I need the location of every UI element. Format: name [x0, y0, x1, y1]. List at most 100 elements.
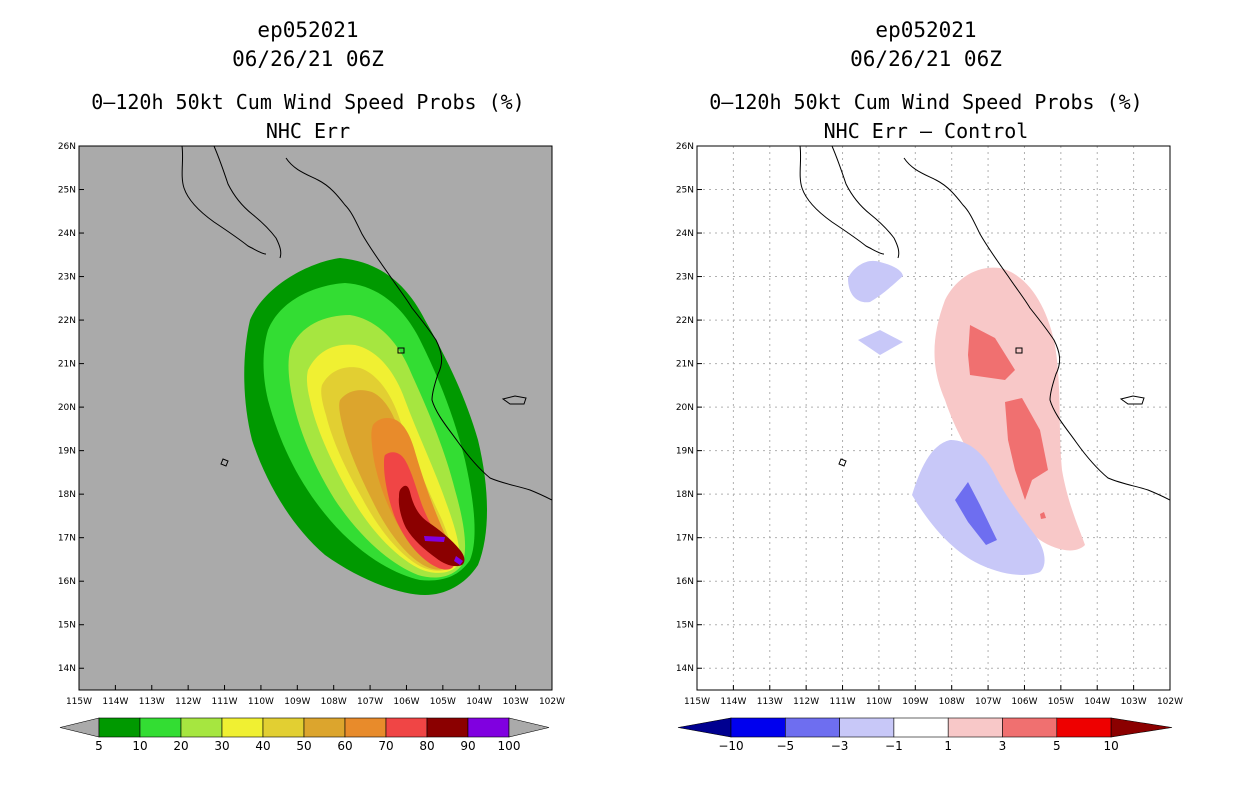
- colorbar-label: 1: [944, 739, 952, 753]
- lat-tick-label: 22N: [58, 316, 76, 326]
- colorbar-label: 5: [95, 739, 103, 753]
- lon-tick-label: 111W: [211, 697, 237, 707]
- colorbar-label: 90: [460, 739, 475, 753]
- right-map-background: [697, 146, 1170, 690]
- lon-tick-label: 106W: [1011, 697, 1037, 707]
- lon-tick-label: 115W: [66, 697, 92, 707]
- lon-tick-label: 111W: [829, 697, 855, 707]
- colorbar-swatch: [344, 717, 387, 738]
- lon-tick-label: 114W: [720, 697, 746, 707]
- lat-tick-label: 17N: [58, 534, 76, 544]
- lat-tick-label: 16N: [58, 577, 76, 587]
- colorbar-label: 20: [173, 739, 188, 753]
- left-storm-id: ep052021: [257, 18, 359, 42]
- colorbar-label: −1: [885, 739, 903, 753]
- lon-tick-label: 106W: [393, 697, 419, 707]
- lake-chapala: [501, 395, 527, 405]
- lat-tick-label: 22N: [676, 316, 694, 326]
- colorbar-swatch: [947, 717, 1003, 738]
- diff-negative-1-b: [848, 260, 903, 303]
- lat-tick-label: 25N: [676, 186, 694, 196]
- prob-contour-90-b: [454, 556, 463, 565]
- colorbar-left-arrow: [59, 717, 100, 738]
- left-axis-ticks: 115W 114W 113W 112W 111W 110W 109W 108W 107W 106W…: [58, 142, 565, 707]
- colorbar-left-arrow: [677, 717, 732, 738]
- colorbar-swatch: [98, 717, 141, 738]
- colorbar-label: −3: [831, 739, 849, 753]
- left-colorbar: 5 10 20 30 40 50 60 70 80 90 100: [59, 717, 550, 753]
- diff-positive-3: [968, 325, 1015, 380]
- colorbar-swatch: [180, 717, 223, 738]
- diff-negative-3: [955, 482, 997, 545]
- lon-tick-label: 105W: [1048, 697, 1074, 707]
- island-tres-marias: [397, 347, 405, 354]
- lat-tick-label: 15N: [58, 621, 76, 631]
- colorbar-label: 60: [337, 739, 352, 753]
- right-map-subtitle: 0–120h 50kt Cum Wind Speed Probs (%) NHC…: [678, 88, 1174, 146]
- coastline-mainland: [903, 157, 1170, 501]
- lat-tick-label: 21N: [676, 360, 694, 370]
- lon-tick-label: 114W: [102, 697, 128, 707]
- lon-tick-label: 102W: [539, 697, 565, 707]
- coastline-baja: [799, 146, 885, 255]
- right-map-frame: [696, 145, 1171, 691]
- colorbar-label: −5: [776, 739, 794, 753]
- lat-tick-label: 18N: [58, 490, 76, 500]
- island-socorro: [220, 458, 229, 467]
- lat-tick-label: 14N: [58, 664, 76, 674]
- lon-tick-label: 115W: [684, 697, 710, 707]
- prob-contour-80: [398, 485, 465, 567]
- lat-tick-label: 25N: [58, 186, 76, 196]
- colorbar-swatch: [784, 717, 840, 738]
- left-map-title: ep052021 06/26/21 06Z: [60, 16, 556, 74]
- lon-tick-label: 103W: [1121, 697, 1147, 707]
- lon-tick-label: 113W: [139, 697, 165, 707]
- lat-tick-label: 23N: [676, 273, 694, 283]
- lon-tick-label: 112W: [793, 697, 819, 707]
- lon-tick-label: 109W: [902, 697, 928, 707]
- colorbar-swatch: [1002, 717, 1058, 738]
- colorbar-label: −10: [718, 739, 743, 753]
- lat-tick-label: 14N: [676, 664, 694, 674]
- colorbar-right-arrow: [1110, 717, 1173, 738]
- lon-tick-label: 107W: [357, 697, 383, 707]
- lon-tick-label: 108W: [321, 697, 347, 707]
- diff-positive-3-b: [1005, 398, 1048, 500]
- colorbar-label: 30: [214, 739, 229, 753]
- prob-contour-90: [424, 536, 445, 542]
- left-map-panel: 115W 114W 113W 112W 111W 110W 109W 108W 107W 106W…: [58, 142, 565, 707]
- lon-tick-label: 103W: [503, 697, 529, 707]
- lon-tick-label: 104W: [1084, 697, 1110, 707]
- island-socorro: [838, 458, 847, 467]
- lon-tick-label: 113W: [757, 697, 783, 707]
- colorbar-swatch: [1056, 717, 1112, 738]
- left-map-frame: [78, 145, 553, 691]
- coastline-baja-gulf: [213, 146, 282, 259]
- colorbar-right-arrow: [508, 717, 550, 738]
- colorbar-swatch: [730, 717, 786, 738]
- lon-tick-label: 109W: [284, 697, 310, 707]
- lon-tick-label: 107W: [975, 697, 1001, 707]
- lat-tick-label: 19N: [58, 447, 76, 457]
- right-map-panel: 115W 114W 113W 112W 111W 110W 109W 108W 107W 106W…: [676, 142, 1183, 707]
- left-coastlines: [181, 146, 552, 501]
- lat-tick-label: 21N: [58, 360, 76, 370]
- lat-tick-label: 26N: [676, 142, 694, 152]
- coastline-baja: [181, 146, 267, 255]
- lat-tick-label: 24N: [58, 229, 76, 239]
- lat-tick-label: 16N: [676, 577, 694, 587]
- lat-tick-label: 18N: [676, 490, 694, 500]
- diff-negative-1-c: [858, 330, 903, 355]
- lat-tick-label: 19N: [676, 447, 694, 457]
- lat-tick-label: 23N: [58, 273, 76, 283]
- diff-positive-3-c: [1040, 512, 1046, 519]
- lat-tick-label: 20N: [676, 403, 694, 413]
- lat-tick-label: 15N: [676, 621, 694, 631]
- left-datetime: 06/26/21 06Z: [232, 47, 384, 71]
- colorbar-label: 10: [1103, 739, 1118, 753]
- lon-tick-label: 110W: [866, 697, 892, 707]
- colorbar-swatch: [385, 717, 428, 738]
- right-product-title: 0–120h 50kt Cum Wind Speed Probs (%): [709, 90, 1143, 114]
- right-storm-id: ep052021: [875, 18, 977, 42]
